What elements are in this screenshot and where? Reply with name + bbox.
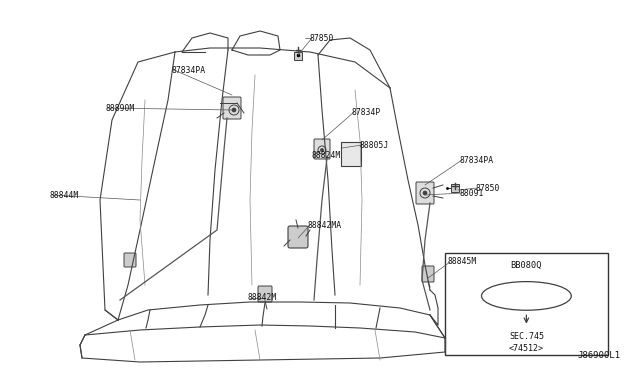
- FancyBboxPatch shape: [314, 139, 330, 159]
- Text: SEC.745: SEC.745: [509, 332, 544, 341]
- FancyBboxPatch shape: [422, 266, 434, 282]
- FancyBboxPatch shape: [124, 253, 136, 267]
- Text: 87850: 87850: [475, 183, 499, 192]
- Circle shape: [423, 191, 427, 195]
- FancyBboxPatch shape: [223, 97, 241, 119]
- FancyBboxPatch shape: [341, 142, 361, 166]
- FancyBboxPatch shape: [288, 226, 308, 248]
- Text: J86900L1: J86900L1: [577, 351, 620, 360]
- FancyBboxPatch shape: [258, 286, 272, 302]
- Text: <74512>: <74512>: [509, 344, 544, 353]
- Text: BB080Q: BB080Q: [511, 261, 542, 270]
- Text: 88845M: 88845M: [448, 257, 477, 266]
- Text: 88844M: 88844M: [50, 190, 79, 199]
- Bar: [445, 253, 608, 355]
- Text: 88842M: 88842M: [248, 294, 277, 302]
- Bar: [451, 184, 459, 192]
- FancyBboxPatch shape: [416, 182, 434, 204]
- Circle shape: [321, 148, 323, 151]
- Circle shape: [232, 108, 236, 112]
- Text: 88890M: 88890M: [105, 103, 134, 112]
- Text: 88824M: 88824M: [312, 151, 341, 160]
- Text: 88842MA: 88842MA: [308, 221, 342, 230]
- Text: 87834PA: 87834PA: [172, 65, 206, 74]
- Text: 88091: 88091: [460, 189, 484, 198]
- Text: 87850: 87850: [310, 33, 334, 42]
- Bar: [294, 52, 302, 60]
- Text: 87834PA: 87834PA: [460, 155, 494, 164]
- Text: 87834P: 87834P: [352, 108, 381, 116]
- Text: 88805J: 88805J: [360, 141, 389, 150]
